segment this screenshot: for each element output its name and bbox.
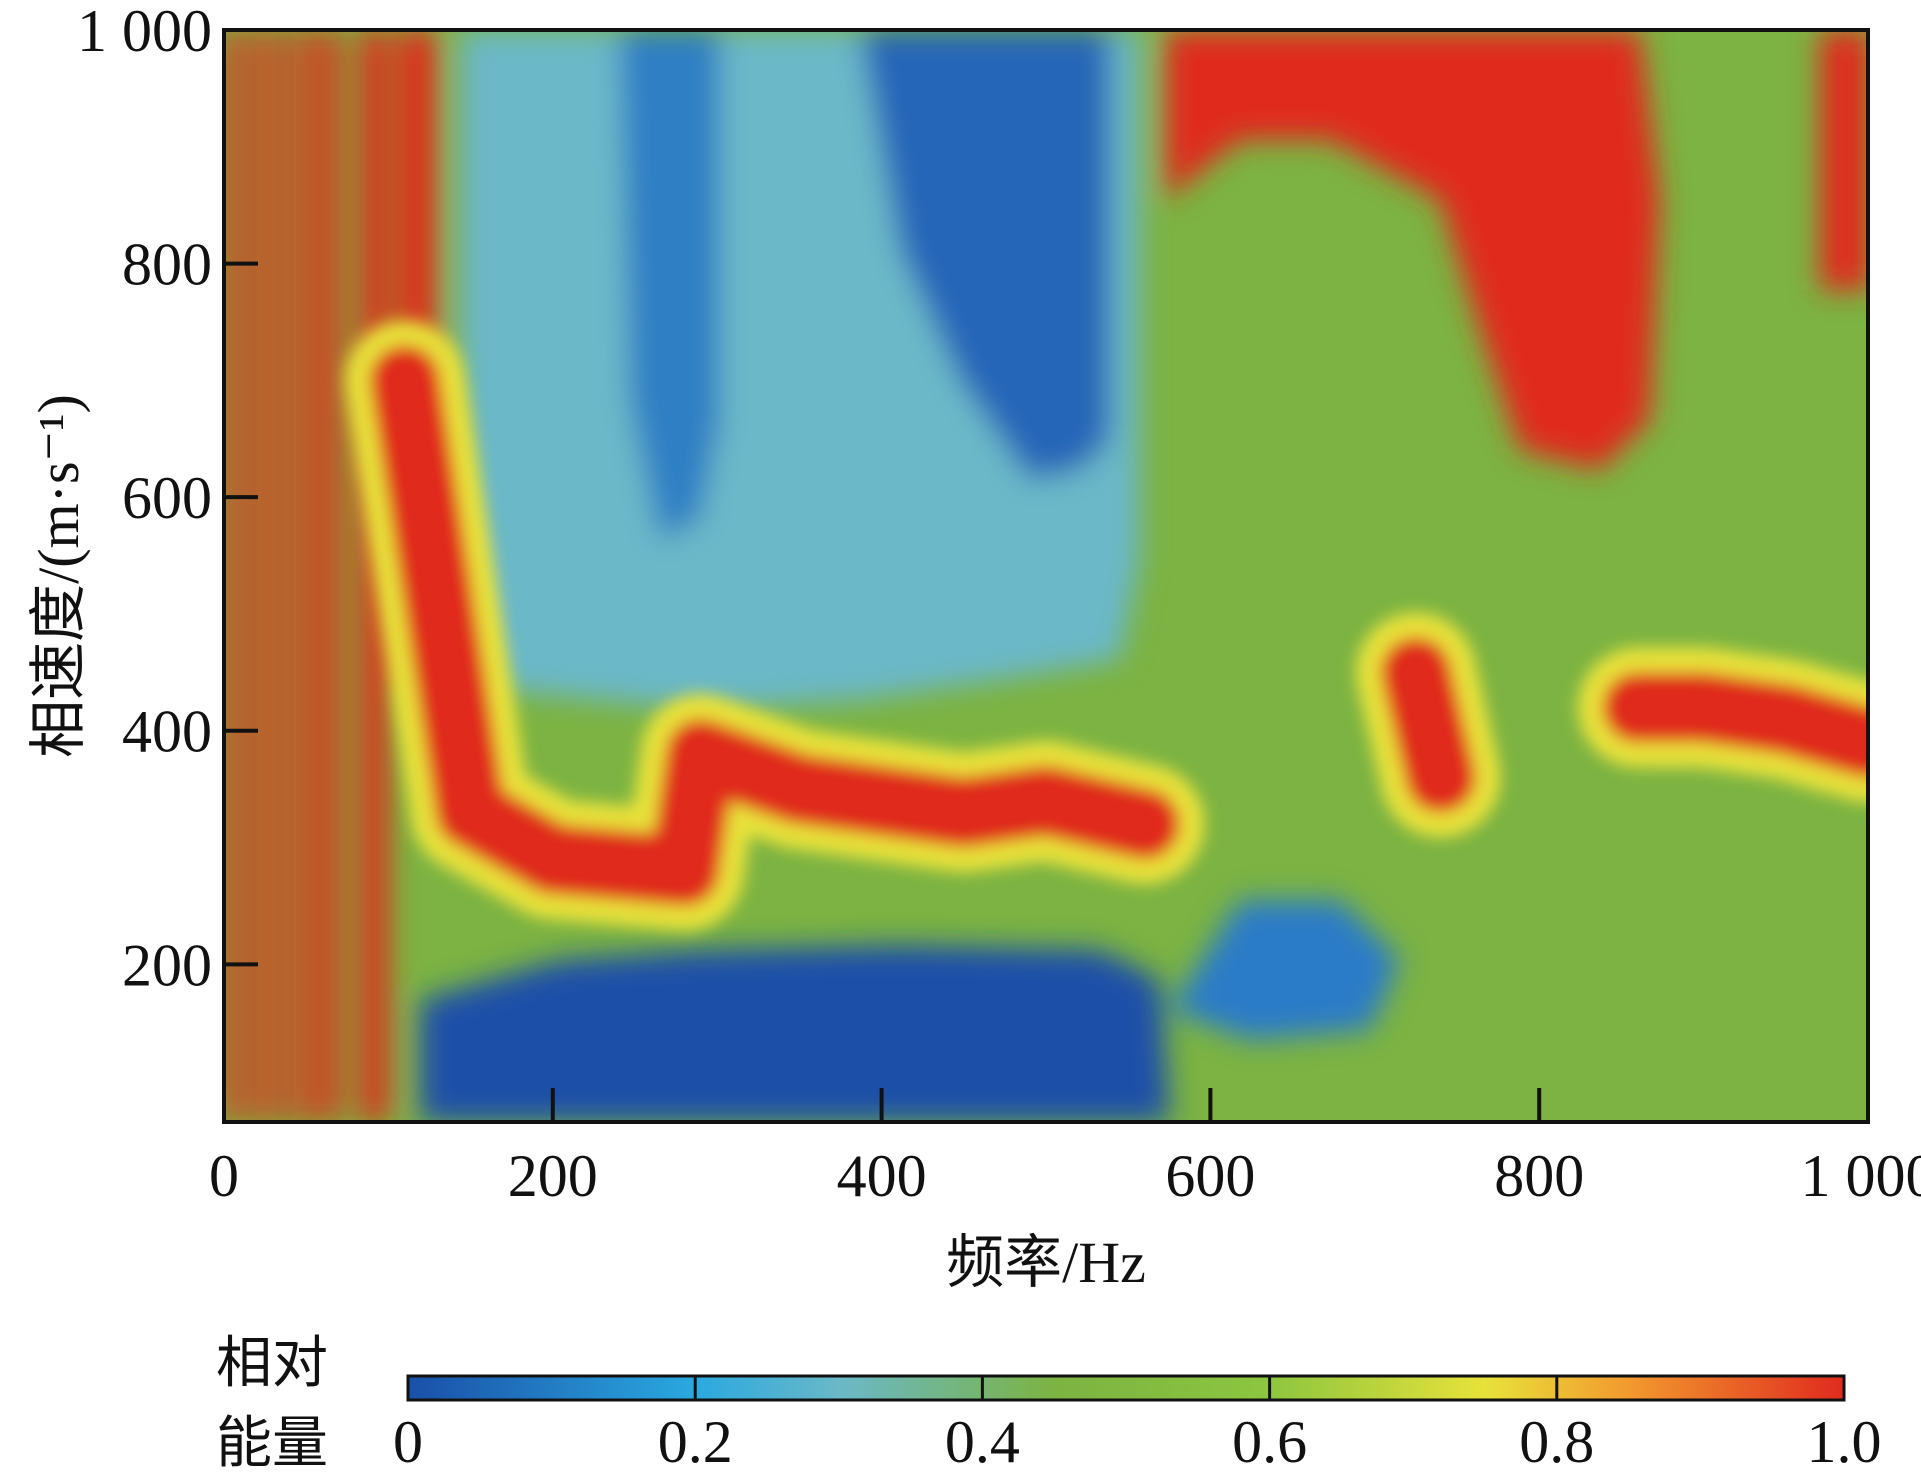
x-axis-title: 频率/Hz (946, 1230, 1146, 1295)
y-tick-label: 600 (122, 465, 212, 531)
heatmap-streak-3 (290, 30, 308, 1122)
heatmap-region-top-right (1165, 30, 1660, 470)
ridge-2 (1380, 637, 1476, 813)
x-tick-label: 1 000 (1801, 1143, 1921, 1209)
colorbar-tick-label: 0 (393, 1409, 423, 1475)
heatmap-region-bottom-right-blue (1170, 900, 1400, 1040)
x-tick-label: 200 (508, 1143, 598, 1209)
heatmap-blur-layer (224, 30, 1868, 1122)
x-ticks (550, 1088, 1542, 1122)
heatmap-ridge-layer (344, 320, 1868, 931)
y-axis-title: 相速度/(m·s⁻¹) (26, 394, 91, 758)
axes (222, 28, 1870, 1124)
x-tick-label: 600 (1165, 1143, 1255, 1209)
y-tick-label: 800 (122, 232, 212, 298)
heatmap-streak-2 (256, 30, 276, 1122)
heatmap-streak-4 (318, 30, 340, 1122)
colorbar-dividers (693, 1376, 1559, 1400)
colorbar-tick-label: 0.6 (1232, 1409, 1307, 1475)
y-ticks (224, 261, 258, 967)
y-tick-label: 400 (122, 699, 212, 765)
colorbar-tick-label: 0.8 (1519, 1409, 1594, 1475)
colorbar-title-line2: 能量 (216, 1413, 328, 1475)
x-tick-label: 800 (1494, 1143, 1584, 1209)
colorbar-tick-label: 0.2 (658, 1409, 733, 1475)
ridge-1 (1602, 672, 1868, 778)
y-tick-labels: 200 400 600 800 1 000 (77, 0, 212, 998)
colorbar: 相对 能量 0 0.2 0.4 0.6 0.8 1.0 (216, 1333, 1882, 1475)
colorbar-tick-label: 0.4 (945, 1409, 1020, 1475)
colorbar-tick-labels: 0 0.2 0.4 0.6 0.8 1.0 (393, 1409, 1882, 1475)
x-tick-labels: 0 200 400 600 800 1 000 (209, 1143, 1921, 1209)
colorbar-tick-label: 1.0 (1807, 1409, 1882, 1475)
x-tick-label: 400 (837, 1143, 927, 1209)
heatmap-streak-1 (224, 30, 242, 1122)
heatmap-field (224, 30, 1868, 1122)
x-tick-label: 0 (209, 1143, 239, 1209)
y-tick-label: 200 (122, 932, 212, 998)
heatmap-region-upper-blue-2 (860, 30, 1110, 480)
colorbar-gradient (406, 1374, 1846, 1402)
colorbar-title-line1: 相对 (216, 1333, 328, 1395)
y-tick-label: 1 000 (77, 0, 212, 64)
ridge-0 (369, 345, 1180, 906)
heatmap-region-bottom-blue (420, 945, 1170, 1122)
heatmap-region-upper-blue-1 (620, 30, 720, 540)
heatmap-region-far-right (1820, 30, 1868, 290)
